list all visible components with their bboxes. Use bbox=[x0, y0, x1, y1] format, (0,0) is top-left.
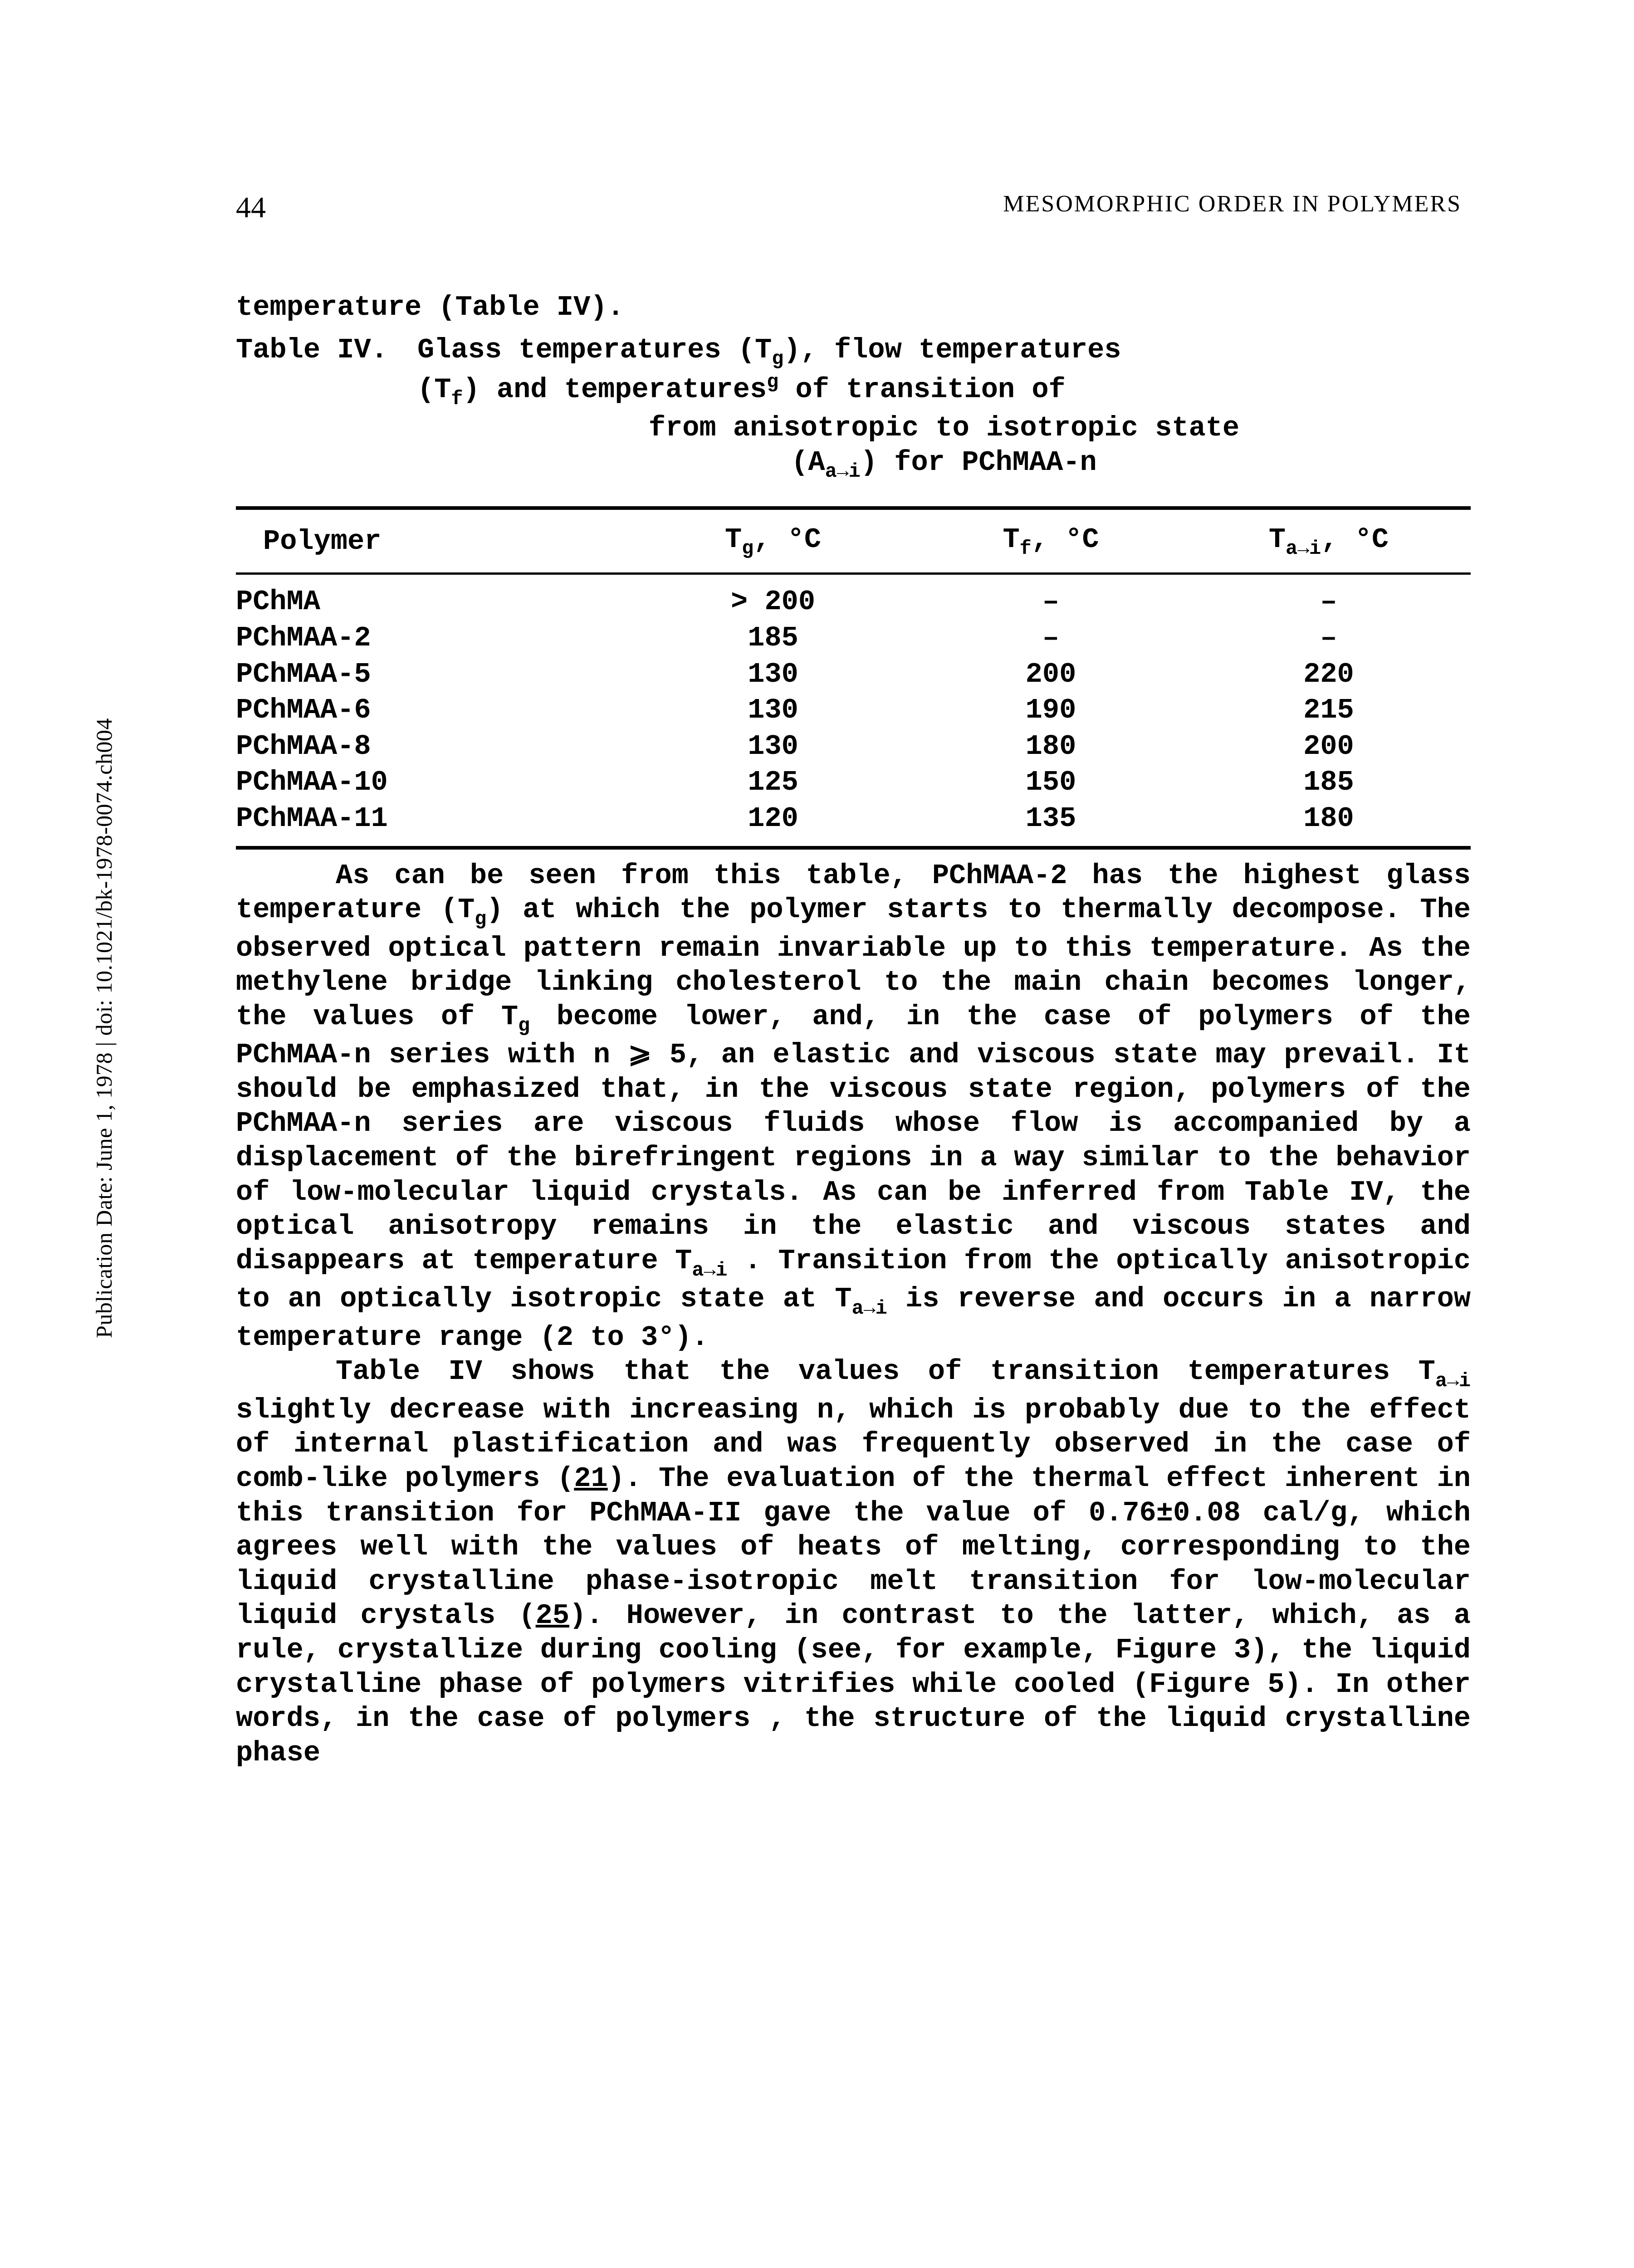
cell-polymer: PChMAA-8 bbox=[236, 728, 631, 765]
cell-tai: 200 bbox=[1187, 728, 1471, 765]
cell-polymer: PChMAA-11 bbox=[236, 801, 631, 848]
caption-sub: f bbox=[451, 388, 463, 411]
body-sub: a→i bbox=[692, 1260, 727, 1282]
paragraph-1: As can be seen from this table, PChMAA-2… bbox=[236, 859, 1471, 1355]
cell-tg: 130 bbox=[631, 728, 915, 765]
lead-line: temperature (Table IV). bbox=[236, 290, 1471, 325]
col-polymer: Polymer bbox=[236, 508, 631, 574]
table-row: PChMAA-10 125 150 185 bbox=[236, 764, 1471, 801]
table-body: PChMA > 200 – – PChMAA-2 185 – – PChMAA-… bbox=[236, 574, 1471, 848]
body-text: become lower, and, in the case of polyme… bbox=[236, 1001, 1471, 1277]
body-sub: a→i bbox=[852, 1298, 887, 1320]
body-sub: g bbox=[475, 909, 486, 931]
header-text: T bbox=[1003, 523, 1019, 556]
header-text: , °C bbox=[753, 523, 821, 556]
caption-text: ) and temperatures bbox=[463, 374, 767, 406]
table-header-row: Polymer Tg, °C Tf, °C Ta→i, °C bbox=[236, 508, 1471, 574]
citation-ref: 21 bbox=[574, 1462, 607, 1495]
cell-tf: – bbox=[915, 574, 1187, 620]
header-sub: a→i bbox=[1286, 538, 1321, 560]
caption-text: ), flow temperatures bbox=[783, 334, 1121, 366]
table-row: PChMA > 200 – – bbox=[236, 574, 1471, 620]
caption-line-3: from anisotropic to isotropic state bbox=[417, 411, 1471, 445]
page: Publication Date: June 1, 1978 | doi: 10… bbox=[0, 0, 1634, 2268]
header-sub: f bbox=[1020, 538, 1032, 560]
cell-polymer: PChMAA-2 bbox=[236, 620, 631, 656]
cell-tg: > 200 bbox=[631, 574, 915, 620]
sidebar-citation: Publication Date: June 1, 1978 | doi: 10… bbox=[91, 718, 117, 1338]
cell-tf: 135 bbox=[915, 801, 1187, 848]
table-row: PChMAA-11 120 135 180 bbox=[236, 801, 1471, 848]
caption-line-2: (Tf) and temperaturesg of transition of bbox=[417, 371, 1471, 411]
caption-text: Glass temperatures (T bbox=[417, 334, 772, 366]
cell-tai: 215 bbox=[1187, 692, 1471, 728]
cell-tf: 180 bbox=[915, 728, 1187, 765]
cell-tg: 130 bbox=[631, 656, 915, 693]
body-sub: a→i bbox=[1435, 1370, 1471, 1393]
caption-sub: a→i bbox=[825, 461, 861, 483]
header-text: , °C bbox=[1321, 523, 1389, 556]
table-label: Table IV. bbox=[236, 333, 417, 484]
cell-tf: 200 bbox=[915, 656, 1187, 693]
caption-text: (A bbox=[791, 446, 825, 479]
caption-line-1: Glass temperatures (Tg), flow temperatur… bbox=[417, 333, 1471, 371]
table-row: PChMAA-5 130 200 220 bbox=[236, 656, 1471, 693]
cell-tg: 185 bbox=[631, 620, 915, 656]
table-row: PChMAA-2 185 – – bbox=[236, 620, 1471, 656]
header-text: T bbox=[725, 523, 742, 556]
paragraph-2: Table IV shows that the values of transi… bbox=[236, 1354, 1471, 1770]
header-sub: g bbox=[742, 538, 753, 560]
cell-tai: 220 bbox=[1187, 656, 1471, 693]
cell-tf: 150 bbox=[915, 764, 1187, 801]
caption-sub: g bbox=[772, 348, 783, 371]
cell-tai: 180 bbox=[1187, 801, 1471, 848]
caption-sup: g bbox=[767, 371, 778, 394]
col-tai: Ta→i, °C bbox=[1187, 508, 1471, 574]
cell-tai: 185 bbox=[1187, 764, 1471, 801]
citation-ref: 25 bbox=[536, 1599, 569, 1632]
cell-polymer: PChMAA-5 bbox=[236, 656, 631, 693]
table-caption: Table IV. Glass temperatures (Tg), flow … bbox=[236, 333, 1471, 484]
cell-polymer: PChMA bbox=[236, 574, 631, 620]
body-sub: g bbox=[518, 1015, 530, 1037]
cell-tg: 120 bbox=[631, 801, 915, 848]
table-row: PChMAA-8 130 180 200 bbox=[236, 728, 1471, 765]
caption-text: ) for PChMAA-n bbox=[861, 446, 1097, 479]
col-tg: Tg, °C bbox=[631, 508, 915, 574]
cell-tg: 130 bbox=[631, 692, 915, 728]
content: temperature (Table IV). Table IV. Glass … bbox=[236, 290, 1471, 1770]
cell-tf: – bbox=[915, 620, 1187, 656]
cell-polymer: PChMAA-10 bbox=[236, 764, 631, 801]
caption-text: of transition of bbox=[778, 374, 1066, 406]
cell-tg: 125 bbox=[631, 764, 915, 801]
cell-tai: – bbox=[1187, 574, 1471, 620]
page-number: 44 bbox=[236, 191, 266, 225]
caption-line-4: (Aa→i) for PChMAA-n bbox=[417, 445, 1471, 484]
caption-text: (T bbox=[417, 374, 451, 406]
header-text: , °C bbox=[1032, 523, 1099, 556]
cell-tf: 190 bbox=[915, 692, 1187, 728]
cell-polymer: PChMAA-6 bbox=[236, 692, 631, 728]
header-text: T bbox=[1269, 523, 1286, 556]
data-table: Polymer Tg, °C Tf, °C Ta→i, °C PChMA > 2… bbox=[236, 506, 1471, 850]
col-tf: Tf, °C bbox=[915, 508, 1187, 574]
body-text: Table IV shows that the values of transi… bbox=[336, 1355, 1435, 1388]
table-row: PChMAA-6 130 190 215 bbox=[236, 692, 1471, 728]
cell-tai: – bbox=[1187, 620, 1471, 656]
running-head: MESOMORPHIC ORDER IN POLYMERS bbox=[1003, 191, 1462, 217]
